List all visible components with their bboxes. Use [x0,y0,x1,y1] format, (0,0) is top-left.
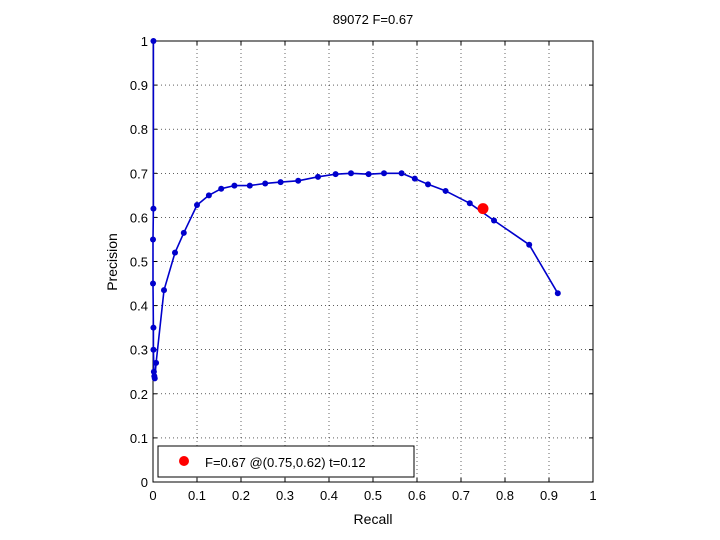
y-tick-label: 0.6 [130,210,148,225]
y-tick-labels: 0 0.1 0.2 0.3 0.4 0.5 0.6 0.7 0.8 0.9 1 [130,34,148,490]
data-point [411,175,418,182]
data-point [150,205,157,212]
x-tick-label: 1 [589,488,596,503]
x-tick-labels: 0 0.1 0.2 0.3 0.4 0.5 0.6 0.7 0.8 0.9 1 [149,488,596,503]
data-point [150,368,157,375]
y-tick-label: 0.4 [130,299,148,314]
best-point-group [477,203,489,215]
legend-box [157,445,415,478]
axis-ticks [152,40,594,483]
data-point [348,170,354,177]
data-point [231,182,238,189]
x-tick-label: 0.6 [408,488,426,503]
data-point [205,192,212,199]
series-line [152,41,559,380]
data-point [526,241,533,248]
y-tick-label: 0.8 [130,122,148,137]
x-axis-label: Recall [354,511,393,527]
data-point [277,179,284,186]
data-point [161,287,167,294]
x-tick-label: 0.2 [232,488,250,503]
series-group [150,38,561,382]
data-point [194,202,200,209]
y-tick-label: 0.1 [130,431,148,446]
data-point [151,375,158,382]
data-point [262,180,269,187]
data-point [315,173,321,180]
x-tick-label: 0.1 [188,488,206,503]
y-tick-label: 0.2 [130,387,148,402]
data-point [150,346,157,353]
data-point [295,177,302,184]
data-point [172,249,178,256]
y-tick-label: 0.3 [130,343,148,358]
data-point [442,187,449,194]
data-point [150,280,156,287]
data-point [425,181,431,188]
data-point [554,290,561,297]
y-tick-label: 1 [141,34,148,49]
data-point [398,170,405,177]
data-point [332,171,339,178]
x-tick-label: 0.7 [452,488,470,503]
data-point [365,171,372,178]
x-tick-label: 0 [149,488,156,503]
y-tick-label: 0.5 [130,255,148,270]
x-tick-label: 0.4 [320,488,338,503]
legend: F=0.67 @(0.75,0.62) t=0.12 [157,445,415,478]
data-point [381,170,387,177]
data-point [150,324,157,331]
x-tick-label: 0.9 [540,488,558,503]
grid [153,41,593,482]
data-point [246,182,253,189]
data-point [180,229,187,236]
x-tick-label: 0.8 [496,488,514,503]
legend-label: F=0.67 @(0.75,0.62) t=0.12 [205,455,366,470]
x-tick-label: 0.3 [276,488,294,503]
chart-title: 89072 F=0.67 [333,12,414,27]
data-point [153,359,160,366]
x-tick-label: 0.5 [364,488,382,503]
y-tick-label: 0 [141,475,148,490]
y-tick-label: 0.7 [130,166,148,181]
data-point [491,217,497,224]
data-point [150,38,157,44]
data-point [218,185,225,192]
y-axis-label: Precision [104,233,120,291]
y-tick-label: 0.9 [130,78,148,93]
best-f-point [477,203,489,215]
legend-marker [179,456,189,466]
data-point [150,236,156,243]
data-point [466,200,473,207]
